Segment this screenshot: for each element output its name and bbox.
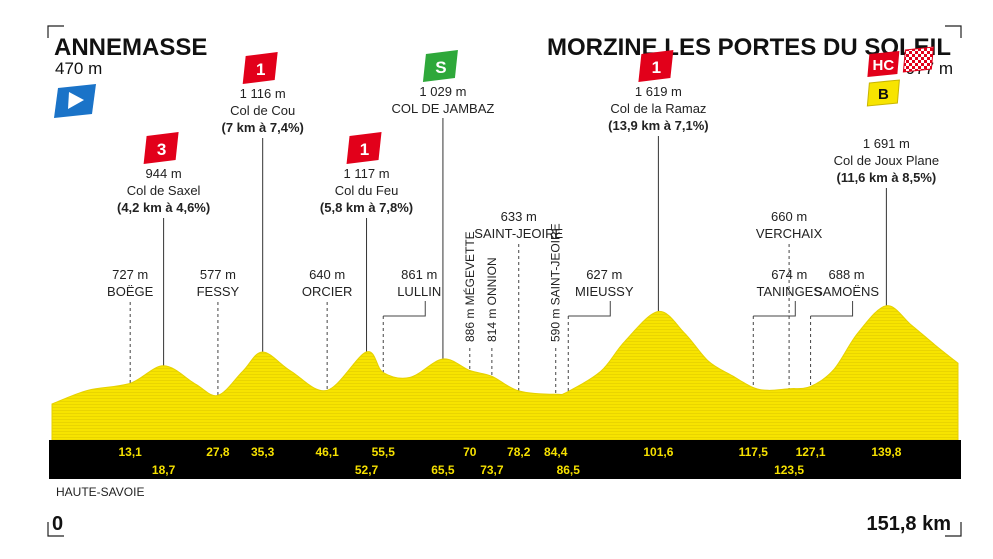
town-name: SAINT-JEOIRE xyxy=(474,226,563,241)
badge-text: S xyxy=(435,58,446,77)
climb-altitude: 1 691 m xyxy=(863,136,910,151)
climb-name: Col de Cou xyxy=(230,103,295,118)
frame-corner-tr xyxy=(945,25,962,38)
finish-flag-icon xyxy=(902,46,934,73)
km-marker: 84,4 xyxy=(544,445,568,459)
climb-altitude: 1 029 m xyxy=(419,84,466,99)
km-markers: 13,1 18,7 27,8 35,3 46,1 52,7 55,5 65,5 7073,778… xyxy=(119,445,902,477)
climb-detail: (7 km à 7,4%) xyxy=(221,120,303,135)
town-altitude: 727 m xyxy=(112,267,148,282)
badge-text: 1 xyxy=(652,58,661,77)
climb-name: Col de Saxel xyxy=(127,183,201,198)
town-altitude: 861 m xyxy=(401,267,437,282)
km-marker: 13,1 xyxy=(119,445,143,459)
town-altitude: 633 m xyxy=(501,209,537,224)
climb-detail: (4,2 km à 4,6%) xyxy=(117,200,210,215)
profile-area xyxy=(51,305,959,441)
bonus-badge-text: B xyxy=(878,86,889,103)
town-leader-line xyxy=(568,301,611,317)
frame-corner-br xyxy=(945,522,962,537)
km-marker: 123,5 xyxy=(774,463,804,477)
town-label: 886 m MÉGEVETTE xyxy=(462,231,477,342)
climb-name: Col de Joux Plane xyxy=(834,153,940,168)
km-marker: 18,7 xyxy=(152,463,176,477)
km-marker: 55,5 xyxy=(372,445,396,459)
climb-category-icon: 1 xyxy=(346,132,382,164)
km-marker: 78,2 xyxy=(507,445,531,459)
town-altitude: 660 m xyxy=(771,209,807,224)
km-marker: 46,1 xyxy=(315,445,339,459)
town-name: FESSY xyxy=(197,284,240,299)
distance-bar xyxy=(49,440,961,479)
town-label: 814 m ONNION xyxy=(485,257,499,342)
badge-text: 3 xyxy=(157,140,166,159)
bonus-icon: B xyxy=(866,79,900,107)
climb-category-icon: 3 xyxy=(143,132,179,164)
climb-name: COL DE JAMBAZ xyxy=(392,101,495,116)
region-label: HAUTE-SAVOIE xyxy=(56,485,144,499)
town-altitude: 627 m xyxy=(586,267,622,282)
climb-name: Col du Feu xyxy=(335,183,399,198)
frame-corner-tl xyxy=(47,25,64,38)
badge-text: 1 xyxy=(360,140,369,159)
climb-altitude: 1 117 m xyxy=(344,166,390,181)
town-leader-line xyxy=(810,301,854,317)
town-name: TANINGES xyxy=(757,284,823,299)
town-altitude: 674 m xyxy=(771,267,807,282)
climb-detail: (13,9 km à 7,1%) xyxy=(608,118,708,133)
km-marker: 86,5 xyxy=(557,463,581,477)
town-leader-line xyxy=(383,301,426,317)
town-altitude: 640 m xyxy=(309,267,345,282)
start-flag-icon xyxy=(54,84,96,118)
km-marker: 52,7 xyxy=(355,463,379,477)
elevation-profile xyxy=(51,305,959,441)
km-marker: 70 xyxy=(463,445,477,459)
town-name: LULLIN xyxy=(397,284,441,299)
climb-name: Col de la Ramaz xyxy=(610,101,706,116)
town-name: ORCIER xyxy=(302,284,353,299)
climb-altitude: 1 619 m xyxy=(635,84,682,99)
town-leader-line xyxy=(753,301,796,317)
frame-corner-bl xyxy=(47,522,64,537)
climb-category-icon: 1 xyxy=(242,52,278,84)
climb-altitude: 944 m xyxy=(146,166,182,181)
town-name: BOËGE xyxy=(107,284,154,299)
distance-start: 0 xyxy=(52,513,63,535)
point-labels: 727 m BOËGE 577 m FESSY 640 m ORCIER 861 m LULL… xyxy=(107,46,940,342)
climb-detail: (5,8 km à 7,8%) xyxy=(320,200,413,215)
km-marker: 127,1 xyxy=(796,445,826,459)
km-marker: 73,7 xyxy=(480,463,504,477)
km-marker: 27,8 xyxy=(206,445,230,459)
town-label: 590 m SAINT-JEOIRE xyxy=(549,223,563,342)
hc-climb-icon: HC xyxy=(867,51,900,77)
km-marker: 65,5 xyxy=(431,463,455,477)
town-name: VERCHAIX xyxy=(756,226,823,241)
badge-text: 1 xyxy=(256,60,265,79)
km-marker: 139,8 xyxy=(871,445,901,459)
climb-detail: (11,6 km à 8,5%) xyxy=(837,170,937,185)
town-name: MIEUSSY xyxy=(575,284,634,299)
town-altitude: 577 m xyxy=(200,267,236,282)
climb-category-icon: 1 xyxy=(638,50,674,82)
hc-badge-text: HC xyxy=(873,57,895,74)
marker-lines xyxy=(129,118,887,396)
distance-total: 151,8 km xyxy=(866,513,951,535)
town-name: SAMOËNS xyxy=(814,284,879,299)
km-marker: 101,6 xyxy=(643,445,673,459)
start-name: ANNEMASSE xyxy=(54,34,207,61)
town-altitude: 688 m xyxy=(829,267,865,282)
climb-altitude: 1 116 m xyxy=(240,86,286,101)
sprint-icon: S xyxy=(422,50,458,82)
km-marker: 35,3 xyxy=(251,445,275,459)
km-marker: 117,5 xyxy=(739,445,769,459)
start-altitude: 470 m xyxy=(55,59,102,78)
